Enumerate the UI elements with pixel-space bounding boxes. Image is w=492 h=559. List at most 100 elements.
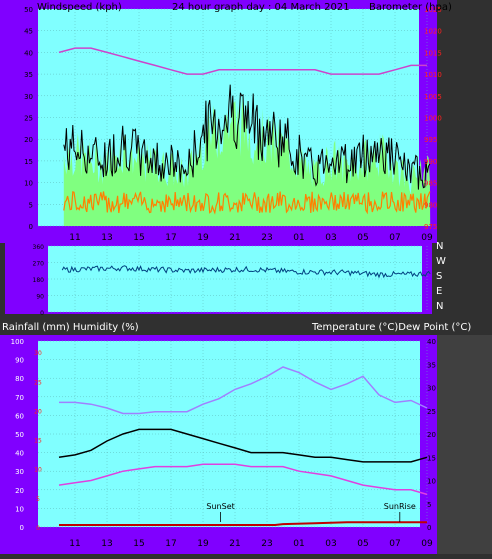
wind-y-tick: 20 xyxy=(24,136,33,144)
temp-x-tick: 13 xyxy=(101,539,112,549)
compass-label: N xyxy=(436,241,443,252)
barometer-y-tick: 1005 xyxy=(424,93,442,101)
wind-x-tick: 15 xyxy=(133,233,144,243)
wind-y-tick: 50 xyxy=(24,6,33,14)
wind-x-tick: 09 xyxy=(421,233,433,243)
barometer-y-tick: 1015 xyxy=(424,49,442,57)
humidity-y-tick: 100 xyxy=(11,338,24,346)
right-edge-strip xyxy=(437,335,492,554)
direction-y-tick: 0 xyxy=(40,310,44,317)
sunset-label: SunSet xyxy=(206,502,234,511)
barometer-y-tick: 1000 xyxy=(424,115,442,123)
wind-y-tick: 5 xyxy=(29,201,33,209)
wind-y-tick: 30 xyxy=(24,93,33,101)
compass-label: W xyxy=(436,256,446,267)
chart-title: 24 hour graph day : 04 March 2021 xyxy=(172,2,350,13)
wind-y-tick: 35 xyxy=(24,71,33,79)
barometer-axis-label: Barometer (hpa) xyxy=(369,2,452,13)
barometer-y-tick: 1025 xyxy=(424,6,442,14)
temp-x-tick: 15 xyxy=(133,539,144,549)
average-wind-line xyxy=(63,191,431,215)
wind-x-tick: 07 xyxy=(389,233,400,243)
rainfall-y-tick: 5 xyxy=(36,496,40,503)
temp-x-tick: 03 xyxy=(325,539,336,549)
temperature-y-tick: 25 xyxy=(427,408,436,416)
compass-label: S xyxy=(436,271,442,282)
rainfall-y-tick: 30 xyxy=(34,350,42,357)
compass-label: E xyxy=(436,286,442,297)
humidity-y-tick: 60 xyxy=(15,412,24,420)
wind-x-tick: 01 xyxy=(293,233,304,243)
wind-direction-line xyxy=(61,265,431,279)
wind-gust-area xyxy=(63,94,431,226)
wind-x-tick: 13 xyxy=(101,233,112,243)
humidity-y-tick: 90 xyxy=(15,357,24,365)
windspeed-line xyxy=(63,84,431,190)
temp-x-tick: 05 xyxy=(357,539,368,549)
humidity-y-tick: 80 xyxy=(15,375,24,383)
temperature-y-tick: 30 xyxy=(427,385,436,393)
temp-x-tick: 21 xyxy=(229,539,240,549)
rainfall-line xyxy=(59,521,427,526)
temp-x-tick: 07 xyxy=(389,539,400,549)
temp-x-tick: 11 xyxy=(69,539,80,549)
humidity-line xyxy=(59,366,428,415)
rainfall-y-tick: 10 xyxy=(34,467,42,474)
humidity-y-tick: 0 xyxy=(20,524,24,532)
wind-x-tick: 23 xyxy=(261,233,272,243)
temperature-y-tick: 0 xyxy=(427,524,431,532)
wind-y-tick: 10 xyxy=(24,180,33,188)
barometer-y-tick: 980 xyxy=(424,201,437,209)
temperature-y-tick: 20 xyxy=(427,431,436,439)
temp-x-tick: 01 xyxy=(293,539,304,549)
direction-y-tick: 360 xyxy=(33,244,45,251)
temp-x-tick: 09 xyxy=(421,539,433,549)
direction-y-tick: 270 xyxy=(33,261,45,268)
humidity-y-tick: 50 xyxy=(15,431,24,439)
wind-y-tick: 15 xyxy=(24,158,33,166)
wind-x-tick: 21 xyxy=(229,233,240,243)
wind-x-tick: 05 xyxy=(357,233,368,243)
barometer-line xyxy=(58,47,427,75)
barometer-y-tick: 1020 xyxy=(424,28,442,36)
rainfall-y-tick: 15 xyxy=(34,438,42,445)
rain-humidity-axis-label: Rainfall (mm) Humidity (%) xyxy=(2,322,139,333)
temperature-y-tick: 10 xyxy=(427,478,436,486)
direction-y-tick: 180 xyxy=(33,277,45,284)
windspeed-axis-label: Windspeed (kph) xyxy=(37,2,122,13)
barometer-y-tick: 975 xyxy=(424,223,437,231)
compass-label: N xyxy=(436,301,443,312)
temp-x-tick: 19 xyxy=(197,539,209,549)
temp-dewpoint-axis-label: Temperature (°C)Dew Point (°C) xyxy=(311,322,471,333)
wind-y-tick: 45 xyxy=(24,28,33,36)
wind-y-tick: 25 xyxy=(24,115,33,123)
wind-x-tick: 03 xyxy=(325,233,336,243)
humidity-y-tick: 70 xyxy=(15,394,24,402)
barometer-y-tick: 995 xyxy=(424,136,437,144)
temperature-y-tick: 5 xyxy=(427,501,431,509)
humidity-y-tick: 10 xyxy=(15,505,24,513)
rainfall-y-tick: 0 xyxy=(36,525,40,532)
humidity-y-tick: 20 xyxy=(15,487,24,495)
temp-x-tick: 23 xyxy=(261,539,272,549)
wind-y-tick: 40 xyxy=(24,49,33,57)
dew-point-line xyxy=(58,463,428,496)
barometer-y-tick: 985 xyxy=(424,180,437,188)
sunrise-label: SunRise xyxy=(384,502,416,511)
temperature-line xyxy=(58,428,428,463)
wind-x-tick: 19 xyxy=(197,233,209,243)
wind-x-tick: 11 xyxy=(69,233,80,243)
barometer-y-tick: 1010 xyxy=(424,71,442,79)
rainfall-y-tick: 25 xyxy=(34,379,42,386)
rainfall-y-tick: 20 xyxy=(34,408,42,415)
humidity-y-tick: 30 xyxy=(15,468,24,476)
temperature-y-tick: 15 xyxy=(427,454,436,462)
direction-y-tick: 90 xyxy=(36,294,44,301)
wind-y-tick: 0 xyxy=(29,223,33,231)
temperature-y-tick: 40 xyxy=(427,338,436,346)
humidity-y-tick: 40 xyxy=(15,450,24,458)
temp-x-tick: 17 xyxy=(165,539,176,549)
barometer-y-tick: 990 xyxy=(424,158,437,166)
